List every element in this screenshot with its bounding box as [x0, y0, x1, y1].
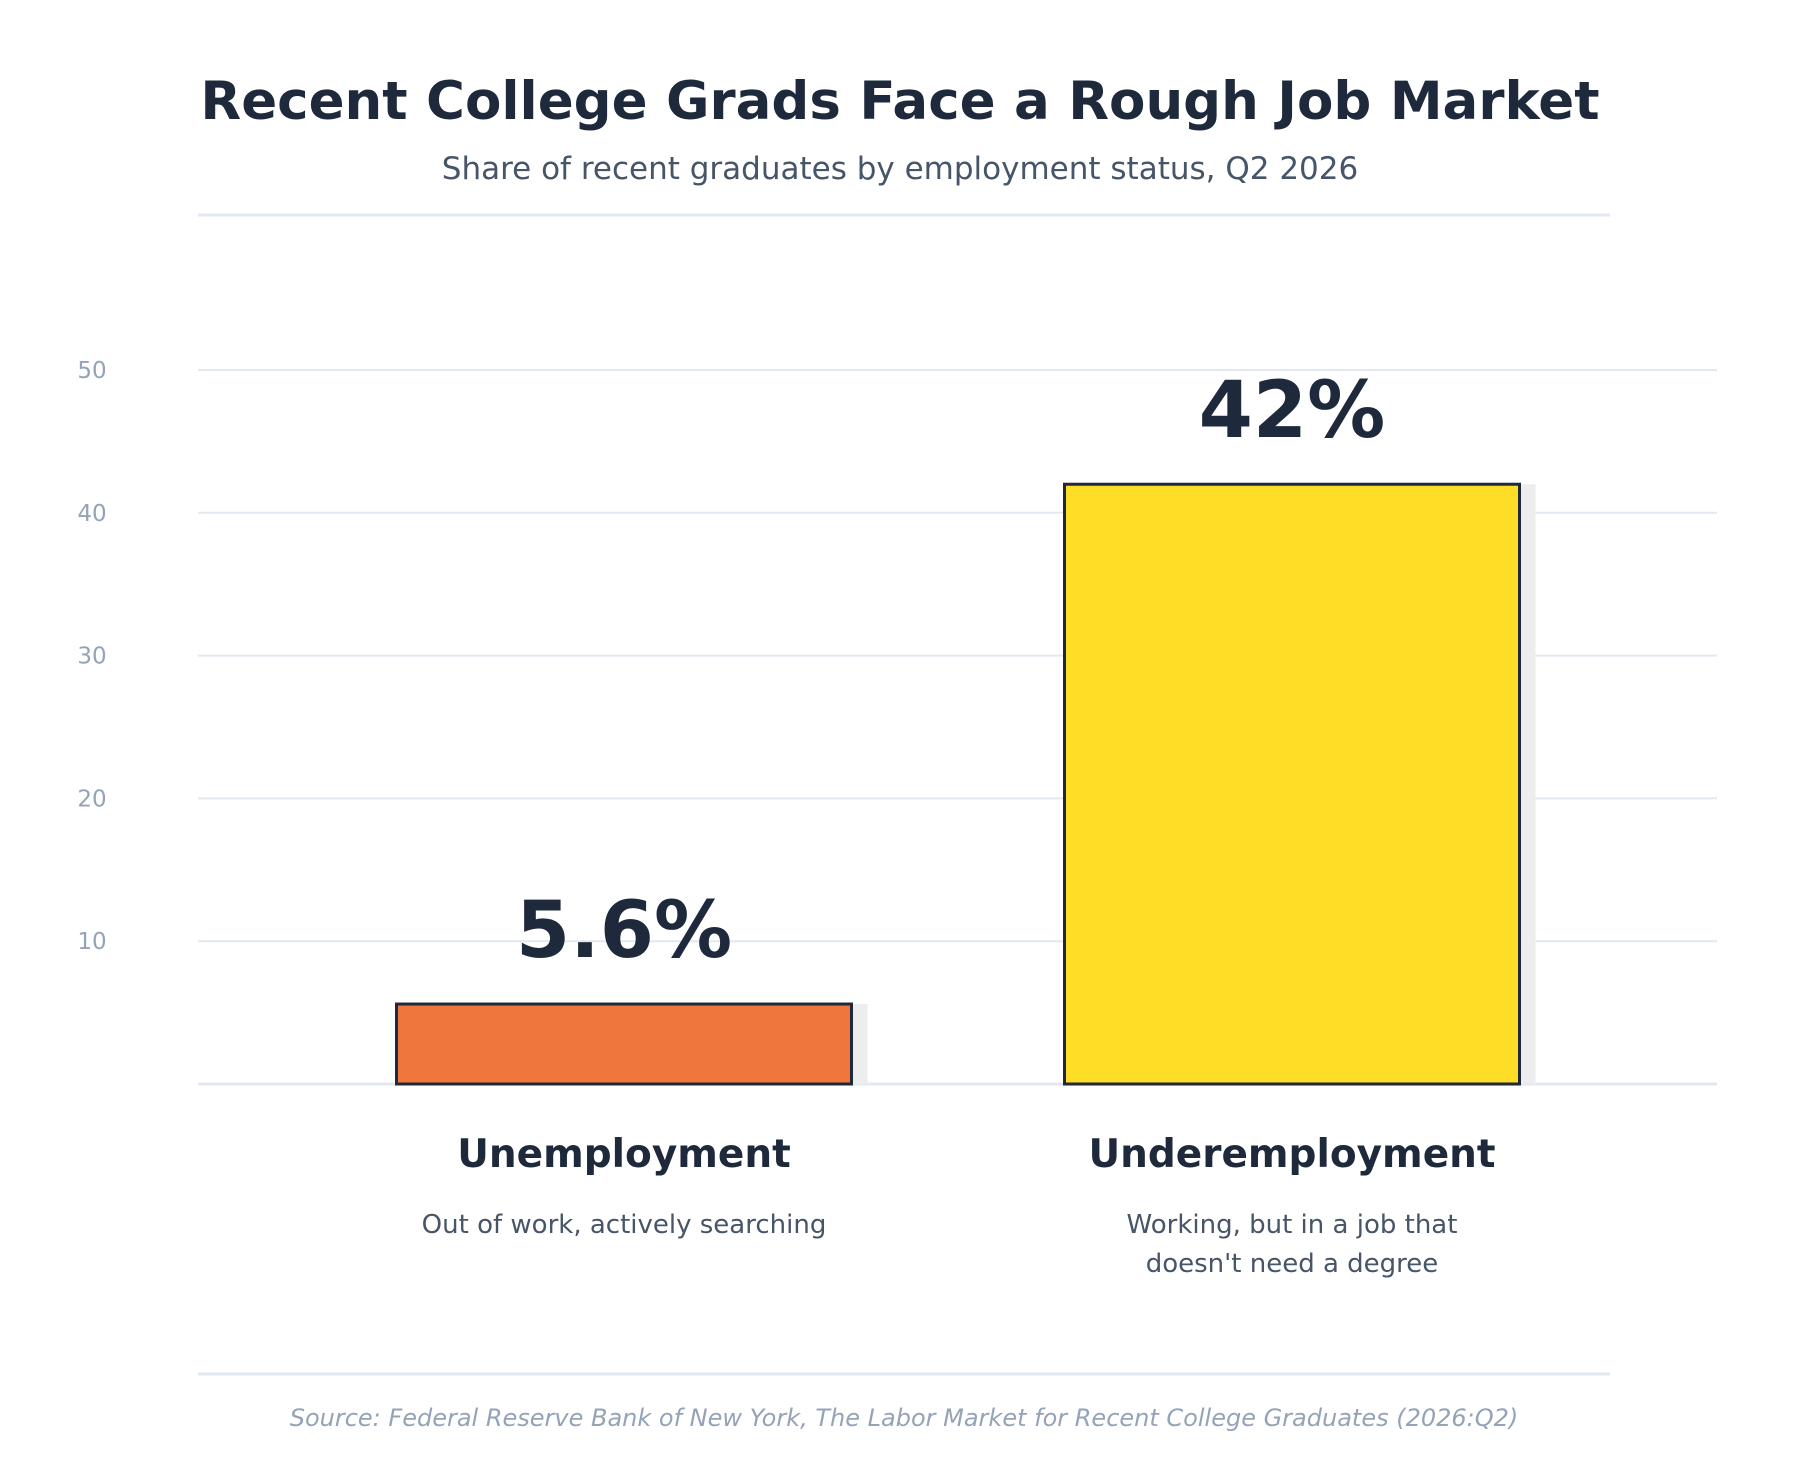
bar-labels: 5.6% Unemployment Out of work, actively se…	[422, 366, 1496, 1279]
category-description: Working, but in a job that	[1127, 1210, 1458, 1240]
chart-subtitle: Share of recent graduates by employment …	[442, 151, 1358, 187]
y-axis-ticks: 10 20 30 40 50	[77, 358, 106, 955]
y-tick-label: 40	[77, 501, 106, 527]
value-label: 5.6%	[516, 886, 732, 976]
chart-title: Recent College Grads Face a Rough Job Ma…	[200, 71, 1599, 132]
category-label: Underemployment	[1088, 1132, 1495, 1177]
value-label: 42%	[1199, 366, 1386, 456]
y-tick-label: 10	[77, 929, 106, 955]
bar-underemployment	[1063, 482, 1521, 1086]
y-tick-label: 30	[77, 644, 106, 670]
y-tick-label: 20	[77, 786, 106, 812]
y-tick-label: 50	[77, 358, 106, 384]
bar-unemployment	[395, 1002, 853, 1086]
source-note: Source: Federal Reserve Bank of New York…	[290, 1404, 1519, 1432]
bars	[395, 482, 1536, 1086]
category-description: Out of work, actively searching	[422, 1210, 827, 1240]
category-description: doesn't need a degree	[1146, 1249, 1439, 1279]
category-label: Unemployment	[457, 1132, 791, 1177]
